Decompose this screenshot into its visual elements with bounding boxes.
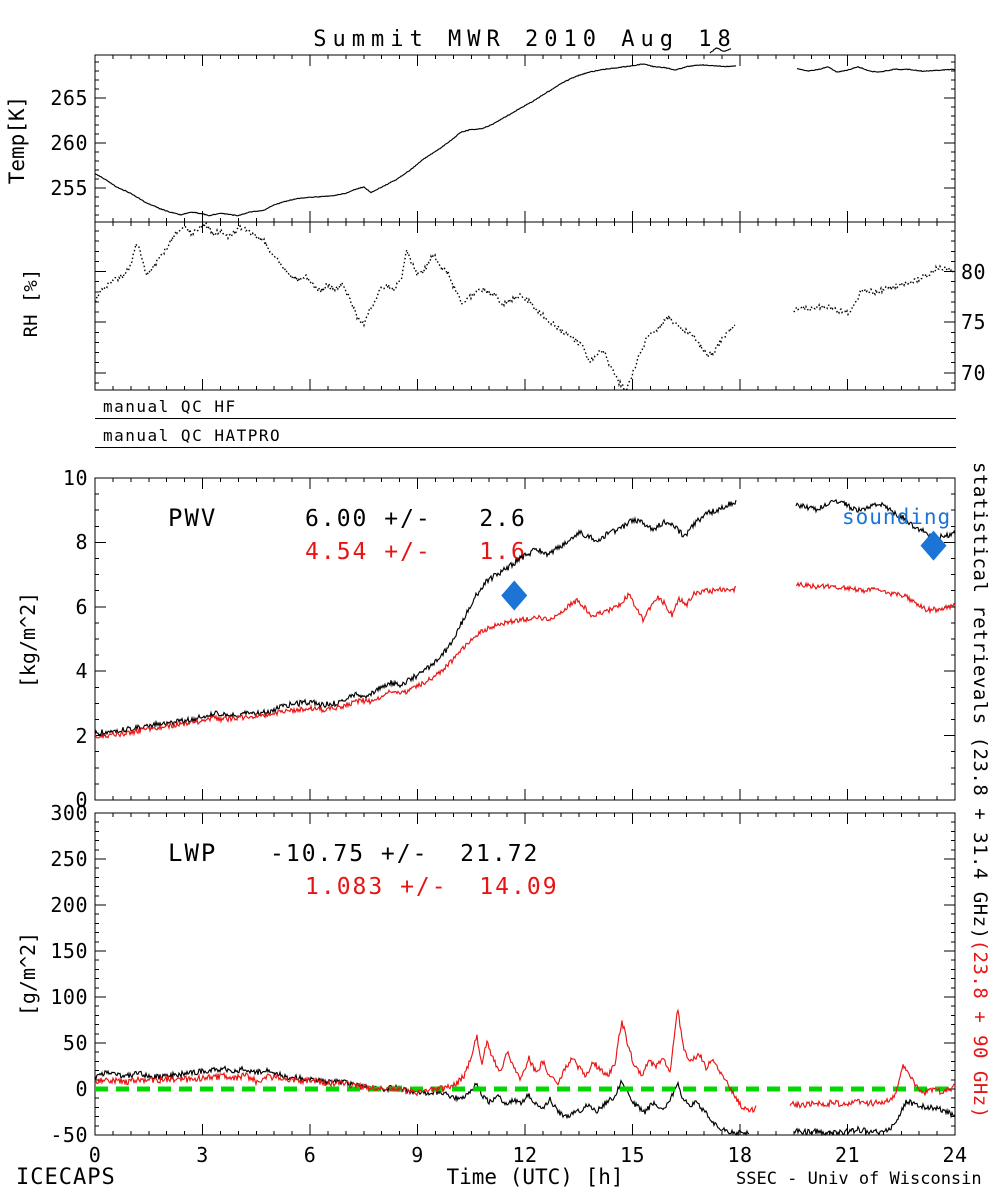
lwp-stats-red: 1.083 +/- 14.09 — [305, 874, 559, 900]
y-tick-label-lwp: 50 — [62, 1031, 88, 1055]
y-tick-label-rh: 75 — [961, 310, 987, 335]
sounding-label: sounding — [842, 505, 952, 529]
y-tick-label-lwp: 0 — [75, 1077, 88, 1101]
y-tick-label-lwp: 300 — [50, 801, 88, 825]
side-note-red: (23.8 + 90 GHz) — [969, 939, 991, 1119]
lwp-stats-black: -10.75 +/- 21.72 — [270, 841, 540, 867]
plot-title: Summit MWR 2010 Aug 18 — [313, 27, 737, 52]
y-tick-label-temp: 255 — [50, 175, 88, 200]
y-tick-label-pwv: 4 — [75, 659, 88, 684]
pwv-stats-black: 6.00 +/- 2.6 — [305, 506, 527, 532]
y-tick-label-pwv: 10 — [62, 466, 88, 490]
qc-row-hatpro: manual QC HATPRO — [95, 426, 956, 448]
y-tick-label-pwv: 8 — [75, 530, 88, 555]
y-tick-label-rh: 70 — [961, 360, 987, 385]
qc-row-hatpro-label: manual QC HATPRO — [103, 426, 282, 445]
pwv-stats-red: 4.54 +/- 1.6 — [305, 539, 527, 565]
sounding-diamond-marker — [501, 580, 528, 611]
qc-row-hf: manual QC HF — [95, 397, 956, 419]
y-tick-label-pwv: 2 — [75, 723, 88, 748]
x-axis-title: Time (UTC) [h] — [446, 1165, 624, 1189]
footer-credit: SSEC - Univ of Wisconsin — [736, 1169, 982, 1189]
x-axis-tick-label: 15 — [619, 1143, 646, 1167]
x-axis-tick-label: 12 — [512, 1143, 538, 1167]
x-axis-tick-label: 3 — [196, 1143, 209, 1167]
x-axis-tick-label: 24 — [942, 1143, 968, 1167]
y-tick-label-lwp: 100 — [50, 985, 88, 1009]
footer-project-label: ICECAPS — [16, 1165, 116, 1190]
x-axis-tick-label: 0 — [88, 1143, 102, 1167]
sounding-diamond-marker — [920, 530, 947, 561]
y-tick-label-lwp: -50 — [50, 1123, 88, 1147]
y-tick-label-pwv: 6 — [75, 594, 88, 619]
x-axis-tick-label: 6 — [303, 1143, 317, 1167]
y-tick-label-pwv: 0 — [75, 788, 88, 812]
y-tick-label-lwp: 200 — [50, 893, 88, 917]
side-note-black: statistical retrievals (23.8 + 31.4 GHz) — [969, 462, 991, 940]
x-axis-tick-label: 21 — [834, 1143, 861, 1167]
side-note: statistical retrievals (23.8 + 31.4 GHz)… — [969, 462, 991, 1119]
y-tick-label-rh: 80 — [961, 259, 987, 284]
qc-row-hf-label: manual QC HF — [103, 397, 237, 416]
y-tick-label-lwp: 150 — [50, 939, 88, 963]
x-axis-tick-label: 18 — [727, 1143, 753, 1167]
pwv-series-label: PWV — [168, 504, 218, 532]
x-axis-tick-label: 9 — [411, 1143, 424, 1167]
lwp-series-label: LWP — [168, 839, 218, 867]
y-tick-label-temp: 260 — [50, 130, 88, 155]
y-tick-label-lwp: 250 — [50, 847, 88, 871]
y-tick-label-temp: 265 — [50, 86, 88, 111]
